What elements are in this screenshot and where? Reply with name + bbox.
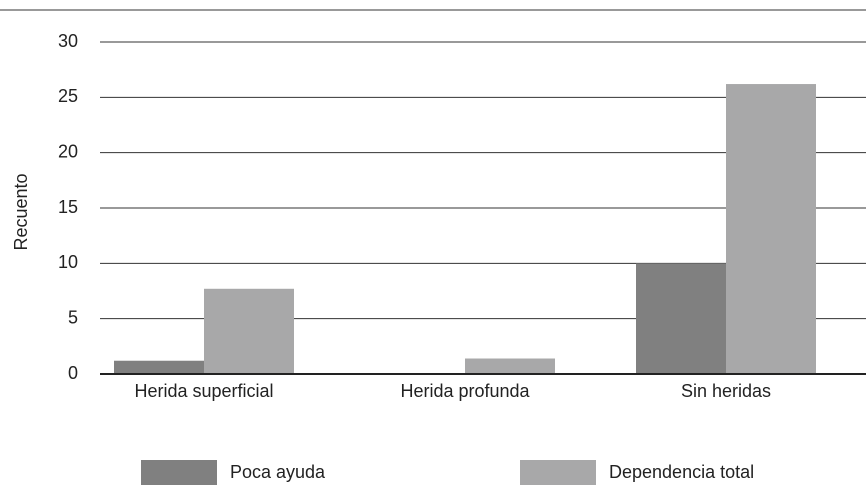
y-tick-label: 10: [58, 252, 78, 272]
legend-swatch: [141, 460, 217, 485]
bar: [465, 358, 555, 374]
y-tick-label: 20: [58, 141, 78, 161]
y-tick-label: 5: [68, 307, 78, 327]
bar: [726, 84, 816, 374]
bar: [204, 288, 294, 374]
y-axis-label: Recuento: [11, 173, 31, 250]
x-tick-label: Herida superficial: [134, 381, 274, 401]
y-tick-label: 30: [58, 31, 78, 51]
y-tick-label: 15: [58, 197, 78, 217]
y-tick-label: 0: [68, 363, 78, 383]
bar: [636, 263, 726, 374]
y-tick-label: 25: [58, 86, 78, 106]
x-tick-label: Herida profunda: [400, 381, 530, 401]
legend-label: Poca ayuda: [230, 462, 326, 482]
x-tick-label: Sin heridas: [680, 381, 772, 401]
bar: [114, 360, 204, 374]
legend-swatch: [520, 460, 596, 485]
legend-label: Dependencia total: [609, 462, 754, 482]
